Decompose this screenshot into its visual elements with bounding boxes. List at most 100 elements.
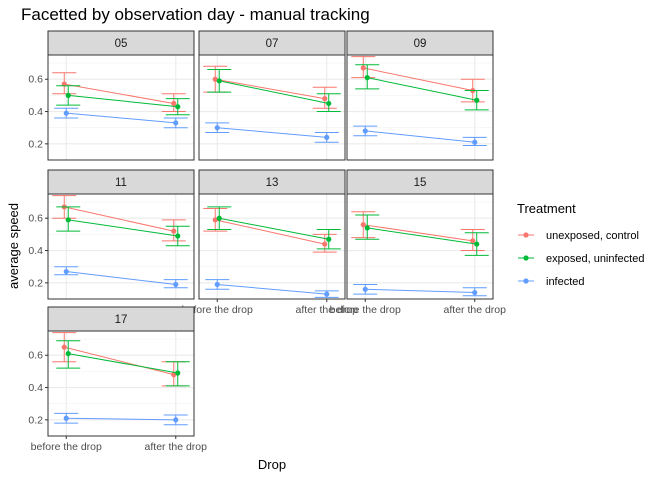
data-point [175, 104, 181, 110]
series-line [64, 346, 174, 376]
legend-label: infected [546, 276, 585, 288]
data-point [326, 236, 332, 242]
legend-label: exposed, uninfected [546, 253, 644, 265]
series-line [66, 271, 176, 285]
data-point [360, 65, 366, 71]
data-point [65, 351, 71, 357]
panel-border [198, 54, 346, 161]
series-line [64, 206, 174, 232]
panel-border [47, 330, 195, 437]
data-point [474, 241, 480, 247]
data-point [212, 76, 218, 82]
facet-strip-label: 17 [115, 314, 128, 326]
facet-15: 15 before the drop after the drop [330, 169, 507, 316]
legend-key-point [523, 255, 529, 261]
facet-strip-label: 15 [414, 177, 427, 189]
series-line [363, 67, 473, 92]
data-point [322, 96, 328, 102]
facet-07: 07 [198, 30, 346, 161]
facet-strip-label: 05 [115, 38, 128, 50]
panel-background [48, 194, 194, 299]
series-line [66, 417, 176, 421]
legend-item: unexposed, control [518, 230, 639, 242]
data-point [175, 233, 181, 239]
series-line [363, 224, 473, 242]
data-point [171, 100, 177, 107]
data-point [216, 78, 222, 84]
data-point [65, 217, 71, 223]
data-point [472, 139, 478, 145]
data-point [173, 281, 179, 288]
chart-title: Facetted by observation day - manual tra… [21, 5, 370, 24]
data-point [61, 344, 67, 350]
data-point [324, 291, 330, 297]
panel-border [47, 54, 195, 161]
facet-17: 17 0.2 0.4 0.6 before the drop after the drop [28, 306, 208, 453]
facet-strip-label: 11 [115, 177, 127, 189]
data-point [63, 415, 69, 421]
facet-strip-label: 07 [266, 38, 279, 50]
series-line [365, 130, 475, 143]
facet-strip-label: 13 [266, 177, 279, 189]
data-point [364, 75, 370, 81]
facet-11: 11 0.2 0.4 0.6 [28, 169, 195, 300]
data-point [212, 217, 218, 223]
data-point [175, 370, 181, 376]
data-point [362, 128, 368, 134]
data-point [171, 372, 177, 378]
data-point [322, 241, 328, 247]
y-tick-label: 0.2 [28, 138, 43, 150]
y-tick-label: 0.4 [28, 245, 43, 257]
legend-item: exposed, uninfected [518, 253, 644, 265]
data-point [171, 228, 177, 234]
x-axis-title: Drop [258, 457, 286, 472]
data-point [63, 268, 69, 275]
data-point [364, 225, 370, 231]
panel-background [199, 194, 345, 299]
y-tick-label: 0.6 [28, 74, 43, 86]
y-tick-label: 0.4 [28, 382, 43, 394]
panel-background [347, 55, 493, 160]
panel-border [346, 193, 494, 300]
x-tick-label: after the drop [145, 441, 208, 453]
panel-border [47, 193, 195, 300]
series-line [68, 219, 178, 237]
facet-strip [47, 30, 195, 56]
data-point [326, 100, 332, 107]
facet-strip [346, 169, 494, 195]
panel-border [346, 54, 494, 161]
series-line [64, 83, 174, 104]
data-point [216, 215, 222, 221]
series-line [217, 127, 327, 138]
y-tick-label: 0.2 [28, 414, 43, 426]
facet-strip [198, 30, 346, 56]
facet-05: 05 0.2 0.4 0.6 [28, 30, 195, 161]
data-point [65, 92, 71, 98]
series-line [365, 288, 475, 294]
y-tick-label: 0.4 [28, 106, 43, 118]
data-point [474, 97, 480, 103]
x-tick-label: before the drop [182, 304, 253, 316]
legend-label: unexposed, control [546, 230, 639, 242]
data-point [63, 110, 69, 116]
data-point [360, 222, 366, 228]
x-tick-label: before the drop [31, 441, 102, 453]
series-line [68, 353, 178, 374]
data-point [472, 289, 478, 296]
y-tick-label: 0.6 [28, 350, 43, 362]
series-line [217, 283, 327, 295]
data-point [214, 281, 220, 288]
facet-strip-label: 09 [414, 38, 427, 50]
data-point [470, 238, 476, 244]
legend-title: Treatment [517, 201, 576, 216]
series-line [68, 94, 178, 108]
data-point [324, 134, 330, 140]
series-line [367, 227, 477, 245]
series-line [219, 80, 329, 104]
panel-border [198, 193, 346, 300]
x-tick-label: before the drop [330, 304, 401, 316]
x-tick-label: after the drop [444, 304, 507, 316]
y-tick-label: 0.6 [28, 213, 43, 225]
data-point [362, 286, 368, 292]
